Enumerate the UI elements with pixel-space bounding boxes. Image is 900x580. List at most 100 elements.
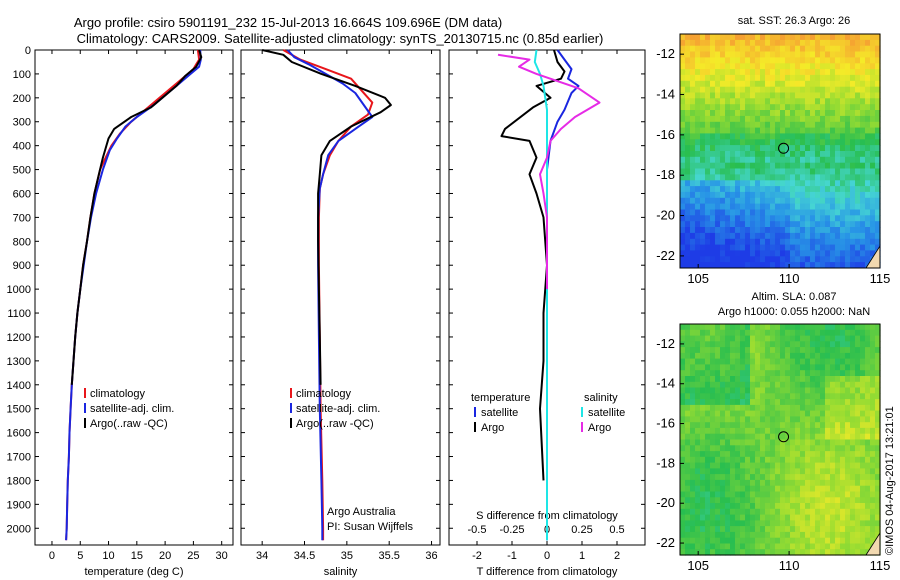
map-cell bbox=[855, 203, 861, 210]
map-cell bbox=[720, 197, 726, 205]
map-cell bbox=[755, 256, 761, 263]
map-cell bbox=[855, 422, 861, 429]
map-cell bbox=[845, 503, 851, 510]
map-cell bbox=[870, 203, 876, 210]
map-cell bbox=[725, 427, 731, 435]
map-cell bbox=[865, 133, 871, 140]
map-cell bbox=[740, 422, 746, 429]
map-cell bbox=[780, 39, 786, 47]
map-cell bbox=[760, 445, 766, 452]
map-cell bbox=[770, 63, 776, 70]
map-cell bbox=[810, 376, 816, 383]
map-cell bbox=[730, 387, 736, 394]
x-axis-label: temperature (deg C) bbox=[84, 566, 183, 578]
map-cell bbox=[775, 462, 781, 469]
map-cell bbox=[840, 347, 846, 354]
map-cell bbox=[685, 203, 691, 210]
map-cell bbox=[855, 145, 861, 152]
map-cell bbox=[705, 104, 711, 111]
map-cell bbox=[720, 232, 726, 240]
map-cell bbox=[835, 520, 841, 527]
map-cell bbox=[825, 404, 831, 412]
map-cell bbox=[755, 110, 761, 117]
map-cell bbox=[830, 497, 836, 504]
map-cell bbox=[745, 543, 751, 550]
map-cell bbox=[725, 503, 731, 510]
map-cell bbox=[770, 121, 776, 129]
map-cell bbox=[725, 410, 731, 417]
map-cell bbox=[745, 347, 751, 354]
map-cell bbox=[850, 549, 856, 556]
map-cell bbox=[765, 127, 771, 134]
map-cell bbox=[745, 456, 751, 464]
y-tick-label: 100 bbox=[13, 69, 31, 81]
map-cell bbox=[730, 531, 736, 539]
map-cell bbox=[730, 491, 736, 498]
map-cell bbox=[810, 156, 816, 164]
map-cell bbox=[850, 168, 856, 175]
map-cell bbox=[850, 39, 856, 47]
map-cell bbox=[760, 514, 766, 521]
map-cell bbox=[755, 262, 761, 269]
map-cell bbox=[790, 110, 796, 117]
map-cell bbox=[790, 86, 796, 94]
map-cell bbox=[780, 262, 786, 269]
map-cell bbox=[740, 98, 746, 105]
map-cell bbox=[715, 364, 721, 371]
map-cell bbox=[770, 387, 776, 394]
map-cell bbox=[745, 433, 751, 441]
map-cell bbox=[705, 526, 711, 533]
map-cell bbox=[800, 80, 806, 88]
map-cell bbox=[860, 416, 866, 423]
map-cell bbox=[795, 387, 801, 394]
map-cell bbox=[760, 98, 766, 105]
map-cell bbox=[805, 80, 811, 88]
map-cell bbox=[865, 244, 871, 251]
map-cell bbox=[840, 537, 846, 545]
map-cell bbox=[685, 497, 691, 504]
map-cell bbox=[845, 347, 851, 354]
map-cell bbox=[755, 151, 761, 158]
map-cell bbox=[825, 352, 831, 360]
map-cell bbox=[735, 227, 741, 234]
map-cell bbox=[800, 250, 806, 257]
map-cell bbox=[830, 39, 836, 47]
map-cell bbox=[820, 491, 826, 498]
map-cell bbox=[795, 549, 801, 556]
map-cell bbox=[780, 364, 786, 371]
map-cell bbox=[720, 439, 726, 446]
map-cell bbox=[875, 387, 881, 394]
map-cell bbox=[760, 508, 766, 516]
map-cell bbox=[710, 151, 716, 158]
map-cell bbox=[685, 51, 691, 58]
map-cell bbox=[830, 503, 836, 510]
map-cell bbox=[825, 51, 831, 58]
map-cell bbox=[695, 63, 701, 70]
legend-header-temperature: temperature bbox=[471, 392, 530, 404]
map-cell bbox=[705, 474, 711, 481]
map-cell bbox=[695, 503, 701, 510]
map-cell bbox=[730, 427, 736, 435]
map-cell bbox=[850, 110, 856, 117]
map-cell bbox=[775, 422, 781, 429]
map-cell bbox=[710, 462, 716, 469]
map-cell bbox=[735, 186, 741, 193]
map-cell bbox=[755, 485, 761, 493]
map-cell bbox=[680, 393, 686, 400]
map-cell bbox=[700, 191, 706, 199]
map-cell bbox=[730, 422, 736, 429]
map-cell bbox=[870, 57, 876, 64]
map-cell bbox=[725, 39, 731, 47]
map-cell bbox=[765, 69, 771, 76]
map-cell bbox=[865, 427, 871, 435]
map-cell bbox=[820, 439, 826, 446]
map-cell bbox=[725, 399, 731, 406]
map-cell bbox=[805, 549, 811, 556]
map-cell bbox=[705, 485, 711, 493]
map-cell bbox=[835, 491, 841, 498]
map-cell bbox=[745, 74, 751, 82]
map-cell bbox=[765, 543, 771, 550]
map-cell bbox=[765, 203, 771, 210]
map-cell bbox=[845, 468, 851, 475]
map-cell bbox=[755, 329, 761, 337]
